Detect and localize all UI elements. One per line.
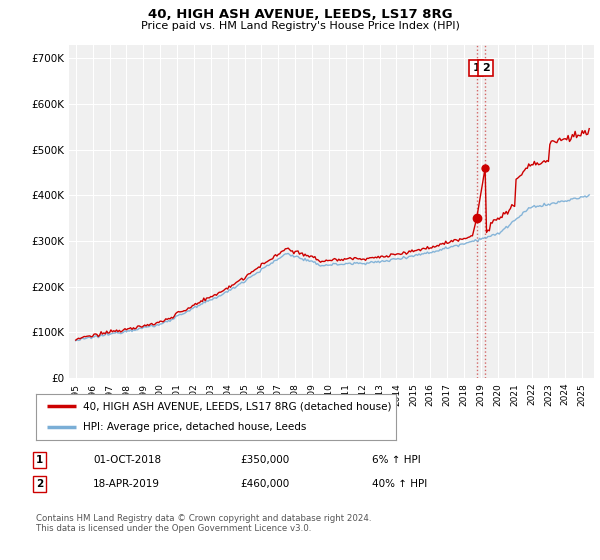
Text: 18-APR-2019: 18-APR-2019 [93,479,160,489]
Text: Contains HM Land Registry data © Crown copyright and database right 2024.
This d: Contains HM Land Registry data © Crown c… [36,514,371,534]
Text: 40, HIGH ASH AVENUE, LEEDS, LS17 8RG: 40, HIGH ASH AVENUE, LEEDS, LS17 8RG [148,8,452,21]
Text: £350,000: £350,000 [240,455,289,465]
Text: 2: 2 [36,479,43,489]
Text: 40, HIGH ASH AVENUE, LEEDS, LS17 8RG (detached house): 40, HIGH ASH AVENUE, LEEDS, LS17 8RG (de… [83,401,391,411]
Text: 6% ↑ HPI: 6% ↑ HPI [372,455,421,465]
Text: 1: 1 [36,455,43,465]
Text: 40% ↑ HPI: 40% ↑ HPI [372,479,427,489]
Text: HPI: Average price, detached house, Leeds: HPI: Average price, detached house, Leed… [83,422,306,432]
Text: 1: 1 [472,63,480,73]
Text: 2: 2 [482,63,490,73]
Text: 01-OCT-2018: 01-OCT-2018 [93,455,161,465]
Text: £460,000: £460,000 [240,479,289,489]
Text: Price paid vs. HM Land Registry's House Price Index (HPI): Price paid vs. HM Land Registry's House … [140,21,460,31]
